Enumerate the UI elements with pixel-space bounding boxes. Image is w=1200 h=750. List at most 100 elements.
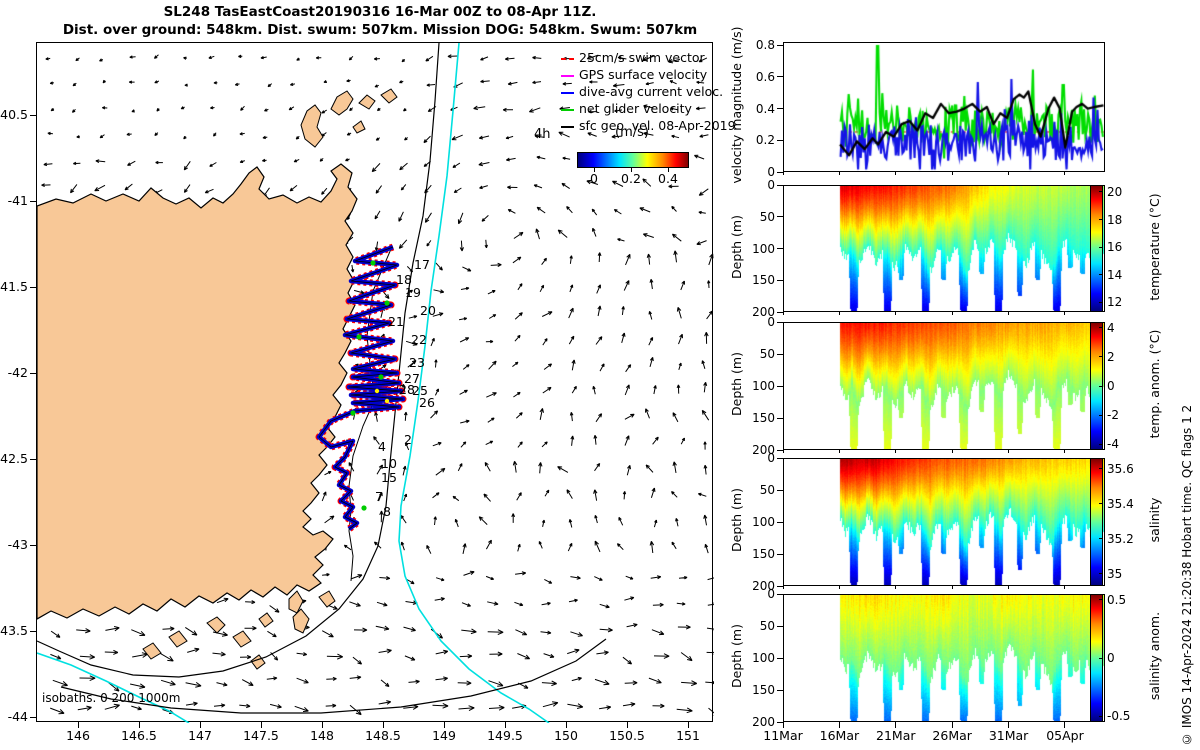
ytick-label: 0.2: [755, 133, 775, 148]
map-lat-tick: [30, 200, 36, 202]
salinity-anomaly-panel: [783, 594, 1105, 722]
map-colorbar-tick: [593, 168, 595, 172]
xtick: [1064, 586, 1066, 589]
map-lon-tick: [321, 722, 323, 728]
temp_anomaly-section-plot: [784, 323, 1104, 449]
map-lon-tick: [626, 722, 628, 728]
legend-line-swatch: [561, 91, 574, 94]
map-lon-tick-label: 150.5: [609, 728, 645, 743]
ytick-label: 0: [767, 315, 775, 329]
map-lat-tick: [30, 286, 36, 288]
velocity-panel: [783, 42, 1105, 172]
map-lat-tick: [30, 114, 36, 116]
xtick: [838, 172, 840, 175]
date-tick-label: 26Mar: [932, 728, 972, 743]
ytick-label: 150: [752, 411, 775, 425]
xtick: [895, 172, 897, 175]
waypoint-label-19: 19: [405, 285, 421, 300]
map-lon-tick-label: 148: [310, 728, 334, 743]
waypoint-label-8: 8: [383, 504, 391, 519]
cbar-tick: [1099, 385, 1103, 387]
waypoint-label-2: 2: [404, 432, 412, 447]
map-lat-tick: [30, 544, 36, 546]
map-lat-tick-label: 40.5: [0, 107, 28, 122]
ytick: [777, 489, 783, 491]
cbar-tick: [1099, 191, 1103, 193]
cbar-tick: [1099, 573, 1103, 575]
ytick: [777, 521, 783, 523]
xtick: [782, 586, 784, 589]
waypoint-label-21: 21: [388, 314, 404, 329]
temp-anomaly-panel: [783, 322, 1105, 450]
waypoint-label-4: 4: [378, 439, 386, 454]
xtick: [895, 450, 897, 453]
xtick: [1064, 450, 1066, 453]
ytick: [777, 171, 783, 173]
waypoint-label-25: 25: [412, 383, 428, 398]
ytick: [777, 593, 783, 595]
ytick: [777, 44, 783, 46]
tasmania-land: [37, 88, 398, 670]
dive-scale-label: 4h: [534, 127, 551, 142]
map-lat-tick-label: -43: [7, 537, 28, 552]
ytick: [777, 216, 783, 218]
cbar-tick-label: 35.2: [1107, 531, 1134, 546]
ytick: [777, 385, 783, 387]
legend-label: sfc geo. vel. 08-Apr-2019: [579, 118, 736, 133]
map-colorbar-tick: [630, 168, 632, 172]
ytick-label: 0: [767, 165, 775, 179]
map-colorbar-tick: [667, 168, 669, 172]
date-tick-label: 11Mar: [763, 728, 803, 743]
ytick: [777, 108, 783, 110]
ytick: [777, 449, 783, 451]
legend-line-swatch: [561, 74, 574, 77]
map-lon-tick-label: 150: [554, 728, 578, 743]
cbar-tick: [1099, 443, 1103, 445]
xtick: [782, 172, 784, 175]
map-legend-item: net glider velocity: [561, 101, 692, 116]
waypoint-label-7: 7: [375, 489, 383, 504]
ytick-label: 150: [752, 547, 775, 561]
map-lat-tick-label: 43.5: [0, 623, 28, 638]
xtick: [1064, 722, 1066, 728]
waypoint-label-17: 17: [414, 257, 430, 272]
xtick: [895, 312, 897, 315]
xtick: [951, 450, 953, 453]
map-colorbar-tick-label: 0: [590, 171, 598, 186]
map-lon-tick-label: 147.5: [243, 728, 279, 743]
waypoint-label-22: 22: [411, 332, 427, 347]
cbar-tick: [1099, 356, 1103, 358]
xtick: [782, 450, 784, 453]
ytick-label: 50: [759, 483, 775, 497]
legend-line-swatch: [561, 57, 574, 60]
cbar-tick-label: 18: [1107, 212, 1123, 227]
ytick-label: 100: [752, 379, 775, 393]
xtick: [1008, 172, 1010, 175]
legend-line-swatch: [561, 125, 574, 128]
map-colorbar: [577, 152, 689, 168]
cbar-tick-label: 35.4: [1107, 496, 1134, 511]
cbar-tick-label: 0: [1107, 651, 1115, 665]
xtick: [951, 172, 953, 175]
temperature-colorbar: [1090, 185, 1103, 312]
ytick-label: 100: [752, 651, 775, 665]
map-lat-tick: [30, 630, 36, 632]
map-colorbar-tick-label: 0.2: [621, 171, 641, 186]
ytick-label: 150: [752, 683, 775, 697]
ytick-label: 0: [767, 451, 775, 465]
legend-label: dive-avg current veloc.: [579, 84, 724, 99]
map-lat-tick-label: 42.5: [0, 451, 28, 466]
date-tick-label: 05Apr: [1046, 728, 1084, 743]
map-lon-tick: [260, 722, 262, 728]
xtick: [838, 586, 840, 589]
waypoint-label-10: 10: [381, 456, 397, 471]
ytick: [777, 353, 783, 355]
ytick-label: 50: [759, 619, 775, 633]
xtick: [951, 722, 953, 728]
salinity-section-plot: [784, 459, 1104, 585]
map-lon-tick: [565, 722, 567, 728]
map-lon-tick: [77, 722, 79, 728]
map-lon-tick-label: 146: [66, 728, 90, 743]
map-lon-tick: [138, 722, 140, 728]
